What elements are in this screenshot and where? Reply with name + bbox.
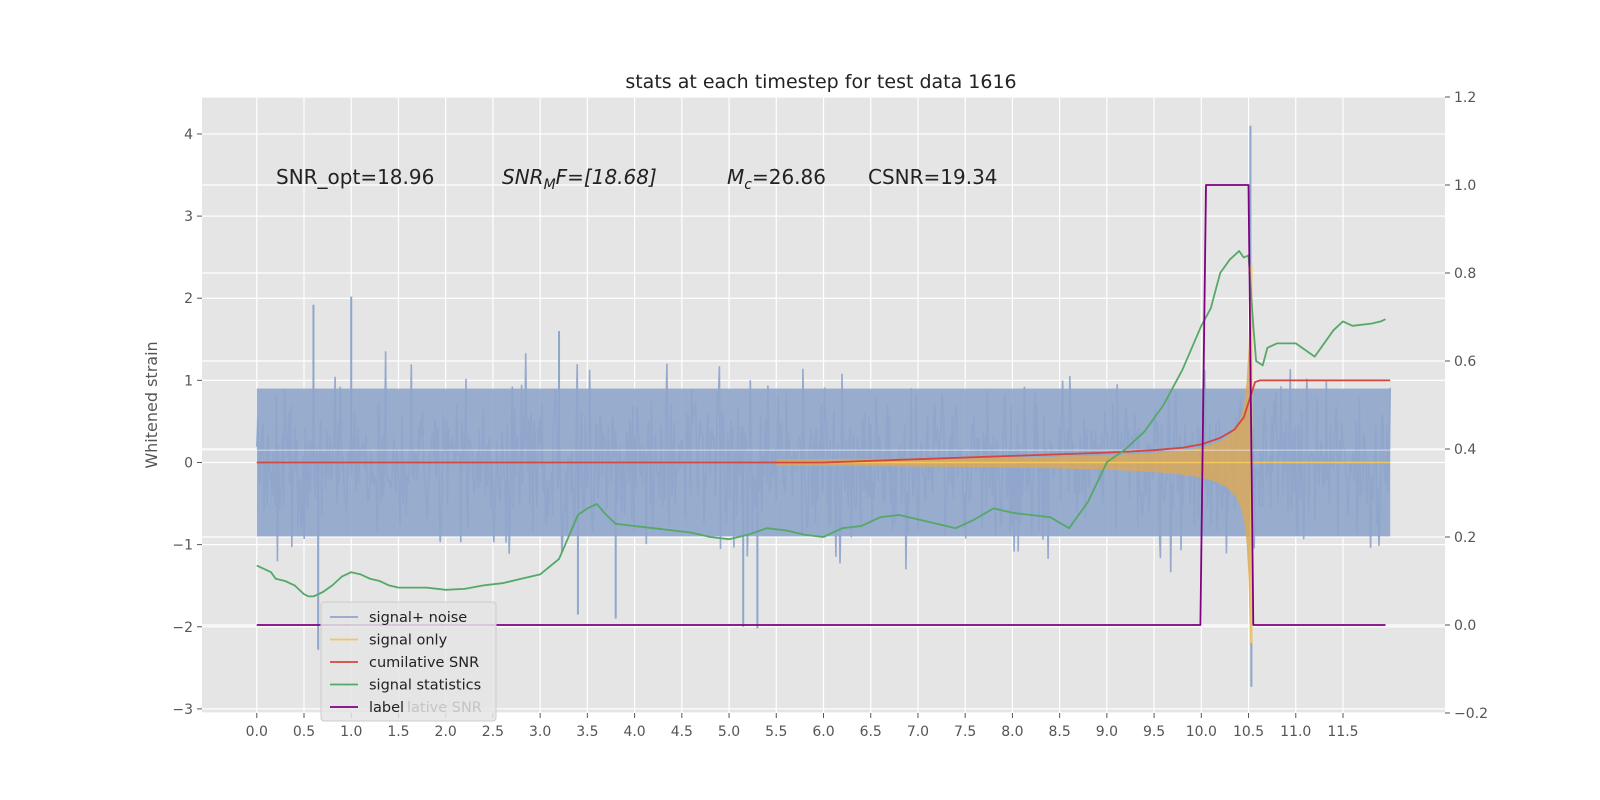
y-axis-title: Whitened strain (142, 341, 161, 468)
y-tick-label: −3 (172, 702, 193, 718)
x-tick-label: 1.0 (340, 724, 362, 740)
x-tick-label: 2.5 (482, 724, 504, 740)
x-tick-label: 11.0 (1280, 724, 1311, 740)
y-tick-label: −1 (172, 538, 193, 554)
legend-label: cumilative SNR (369, 655, 479, 671)
y2-tick-label: −0.2 (1454, 706, 1488, 722)
annotation-mc-sub: c (744, 177, 752, 193)
annotation-snr-mf-rest: F=[18.68] (556, 165, 657, 189)
x-tick-label: 1.5 (387, 724, 409, 740)
x-tick-label: 8.0 (1001, 724, 1023, 740)
x-tick-label: 7.0 (907, 724, 929, 740)
x-tick-label: 9.5 (1143, 724, 1165, 740)
annotation-snr-opt: SNR_opt=18.96 (276, 165, 434, 189)
annotation-snr-mf-base: SNR (502, 165, 544, 189)
y-tick-label: 0 (184, 455, 193, 471)
x-tick-label: 3.5 (576, 724, 598, 740)
y2-tick-label: 1.2 (1454, 90, 1476, 106)
y2-tick-label: 0.2 (1454, 530, 1476, 546)
cumilative-SNR-line (256, 379, 1391, 464)
annotation-snr-mf-sub: M (544, 177, 556, 193)
x-tick-label: 2.0 (435, 724, 457, 740)
annotation-mc: Mc=26.86 (727, 165, 826, 193)
y-tick-label: −2 (172, 620, 193, 636)
annotation-mc-rest: =26.86 (752, 165, 826, 189)
y2-tick-label: 0.4 (1454, 442, 1476, 458)
x-tick-label: 4.0 (623, 724, 645, 740)
x-tick-label: 0.5 (293, 724, 315, 740)
y-tick-label: 3 (184, 209, 193, 225)
x-tick-label: 8.5 (1048, 724, 1070, 740)
y2-tick-label: 0.8 (1454, 266, 1476, 282)
x-tick-label: 9.0 (1096, 724, 1118, 740)
annotation-mc-base: M (727, 165, 744, 189)
annotation-csnr: CSNR=19.34 (868, 165, 998, 189)
x-tick-label: 10.5 (1233, 724, 1264, 740)
axes: 0.0 0.5 1.0 1.5 2.0 2.5 3.0 3.5 4.0 4.5 5.0 5.5 6.0 6… (172, 90, 1488, 740)
x-tick-label: 6.0 (812, 724, 834, 740)
signal-statistics-line (256, 250, 1386, 598)
legend-box (320, 601, 497, 722)
legend-label: signal only (369, 633, 448, 649)
line-series (202, 184, 1445, 626)
x-tick-label: 10.0 (1186, 724, 1217, 740)
y-tick-label: 1 (184, 373, 193, 389)
x-tick-label: 5.5 (765, 724, 787, 740)
x-tick-label: 6.5 (860, 724, 882, 740)
x-tick-label: 5.0 (718, 724, 740, 740)
legend-ghost-text: lative SNR (407, 700, 482, 716)
legend-label: signal+ noise (369, 610, 467, 626)
label-line (256, 184, 1386, 626)
y-tick-label: 4 (184, 127, 193, 143)
chart-title: stats at each timestep for test data 161… (625, 71, 1016, 93)
legend-label: label (369, 700, 404, 716)
y-tick-label: 2 (184, 291, 193, 307)
x-tick-label: 7.5 (954, 724, 976, 740)
y2-tick-label: 0.6 (1454, 354, 1476, 370)
x-tick-label: 3.0 (529, 724, 551, 740)
x-tick-label: 4.5 (671, 724, 693, 740)
y2-tick-label: 0.0 (1454, 618, 1476, 634)
x-tick-label: 0.0 (246, 724, 268, 740)
annotation-snr-mf: SNRMF=[18.68] (502, 165, 657, 193)
legend: lative SNR signal+ noise signal only cumil… (320, 601, 497, 722)
y2-tick-label: 1.0 (1454, 178, 1476, 194)
x-tick-label: 11.5 (1327, 724, 1358, 740)
legend-label: signal statistics (369, 678, 481, 694)
